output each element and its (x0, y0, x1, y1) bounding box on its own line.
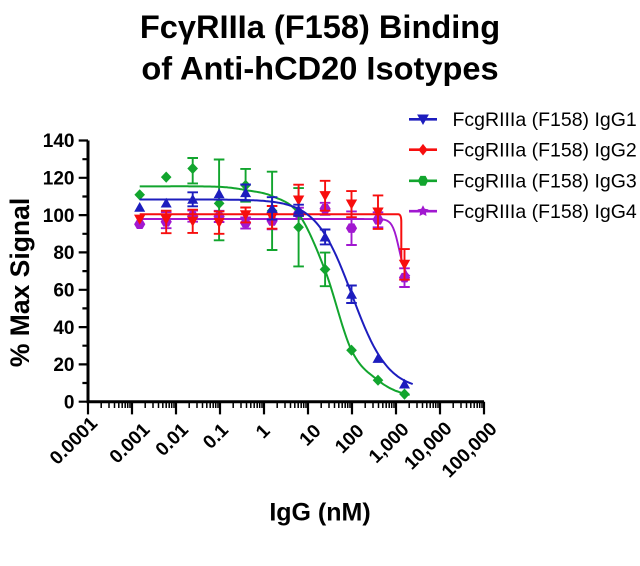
svg-text:FcγRIIIa (F158) Binding: FcγRIIIa (F158) Binding (140, 8, 500, 45)
svg-text:20: 20 (53, 355, 74, 376)
svg-text:IgG (nM): IgG (nM) (269, 499, 370, 527)
svg-text:FcgRIIIa (F158) IgG3: FcgRIIIa (F158) IgG3 (453, 171, 637, 193)
svg-text:80: 80 (53, 243, 74, 264)
svg-text:of Anti-hCD20 Isotypes: of Anti-hCD20 Isotypes (141, 50, 498, 87)
svg-text:120: 120 (43, 169, 75, 190)
svg-text:FcgRIIIa (F158) IgG2: FcgRIIIa (F158) IgG2 (453, 140, 637, 162)
svg-text:0: 0 (64, 392, 75, 413)
svg-text:FcgRIIIa (F158) IgG4: FcgRIIIa (F158) IgG4 (453, 201, 637, 223)
svg-text:40: 40 (53, 318, 74, 339)
svg-text:FcgRIIIa (F158) IgG1: FcgRIIIa (F158) IgG1 (453, 109, 637, 131)
svg-text:60: 60 (53, 281, 74, 302)
svg-text:100: 100 (43, 206, 75, 227)
svg-text:140: 140 (43, 131, 75, 152)
svg-text:% Max Signal: % Max Signal (5, 198, 35, 367)
